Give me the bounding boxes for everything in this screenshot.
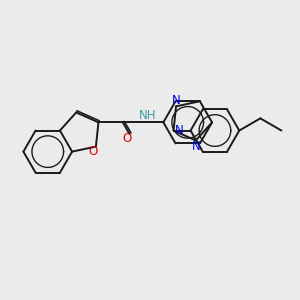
Text: O: O [89,145,98,158]
Text: O: O [122,132,131,145]
Text: N: N [191,140,200,153]
Text: N: N [172,94,181,107]
Text: NH: NH [139,109,156,122]
Text: N: N [175,124,184,137]
